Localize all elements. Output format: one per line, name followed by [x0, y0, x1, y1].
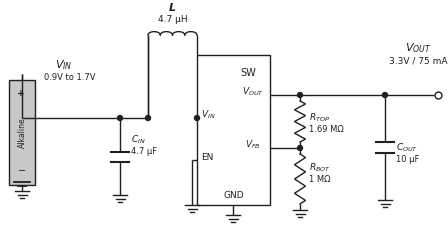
Text: $R_{BOT}$: $R_{BOT}$ [309, 162, 331, 174]
Text: Alkaline: Alkaline [17, 117, 26, 148]
Circle shape [297, 146, 302, 150]
Circle shape [146, 115, 151, 121]
Text: 4.7 μF: 4.7 μF [131, 147, 157, 157]
Text: $R_{TOP}$: $R_{TOP}$ [309, 112, 330, 124]
Text: $V_{FB}$: $V_{FB}$ [245, 139, 261, 151]
Circle shape [383, 93, 388, 98]
FancyBboxPatch shape [197, 55, 270, 205]
Text: SW: SW [240, 68, 256, 78]
Text: $C_{IN}$: $C_{IN}$ [131, 134, 146, 146]
Text: $V_{IN}$: $V_{IN}$ [55, 58, 73, 72]
Text: 10 μF: 10 μF [396, 156, 419, 164]
Circle shape [194, 115, 199, 121]
Text: 3.3V / 75 mA: 3.3V / 75 mA [389, 57, 447, 65]
Text: −: − [18, 166, 26, 176]
Text: 1 MΩ: 1 MΩ [309, 175, 331, 184]
Text: $V_{IN}$: $V_{IN}$ [201, 109, 215, 121]
Text: L: L [169, 3, 176, 13]
Text: 1.69 MΩ: 1.69 MΩ [309, 125, 344, 135]
Circle shape [117, 115, 122, 121]
Text: 0.9V to 1.7V: 0.9V to 1.7V [44, 74, 95, 83]
Text: GND: GND [223, 191, 244, 199]
Text: $V_{OUT}$: $V_{OUT}$ [242, 86, 264, 98]
Text: 4.7 μH: 4.7 μH [158, 15, 187, 24]
Text: $C_{OUT}$: $C_{OUT}$ [396, 142, 418, 154]
FancyBboxPatch shape [9, 80, 35, 185]
Circle shape [297, 93, 302, 98]
Text: $V_{OUT}$: $V_{OUT}$ [405, 41, 431, 55]
Text: EN: EN [201, 152, 213, 161]
Text: +: + [17, 89, 25, 98]
